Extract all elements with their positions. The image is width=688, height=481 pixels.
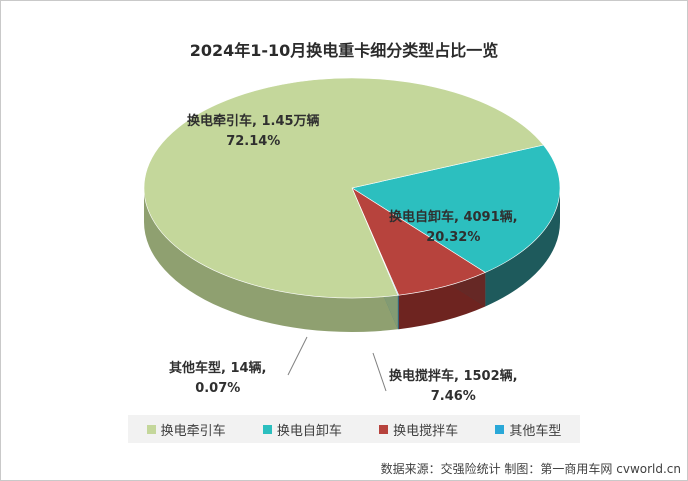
legend-swatch [379,424,389,434]
label-tractor-count: 换电牵引车, 1.45万辆 [187,114,320,129]
leader-line-other [287,336,308,376]
label-mixer: 换电搅拌车, 1502辆, 7.46% [389,367,518,407]
legend-item-tractor: 换电牵引车 [146,420,226,439]
leader-line-mixer [372,352,387,392]
slice-换电牵引车 [143,77,545,299]
legend-label: 换电搅拌车 [393,423,459,439]
label-dump-pct: 20.32% [426,230,481,245]
slice-side-0 [144,188,398,332]
label-dump-count: 换电自卸车, 4091辆, [389,210,518,225]
label-tractor: 换电牵引车, 1.45万辆 72.14% [187,112,320,152]
legend-label: 换电牵引车 [160,423,226,439]
slice-换电自卸车 [351,144,561,273]
label-mixer-count: 换电搅拌车, 1502辆, [389,369,518,384]
label-other-count: 其他车型, 14辆, [169,361,267,376]
label-tractor-pct: 72.14% [226,134,281,149]
legend-swatch [146,424,156,434]
legend-label: 换电自卸车 [276,423,342,439]
label-other-pct: 0.07% [195,381,241,396]
label-other: 其他车型, 14辆, 0.07% [169,359,267,399]
slice-换电搅拌车 [351,187,486,296]
slice-side-1 [485,188,560,307]
legend: 换电牵引车 换电自卸车 换电搅拌车 其他车型 [128,415,580,443]
source-note: 数据来源：交强险统计 制图：第一商用车网 cvworld.cn [380,462,681,476]
chart-title: 2024年1-10月换电重卡细分类型占比一览 [189,41,499,60]
legend-swatch [495,424,505,434]
legend-item-mixer: 换电搅拌车 [379,420,458,439]
legend-item-other: 其他车型 [495,420,561,439]
legend-swatch [262,424,272,434]
label-mixer-pct: 7.46% [430,389,476,404]
legend-item-dump: 换电自卸车 [262,420,342,439]
label-dump: 换电自卸车, 4091辆, 20.32% [389,208,518,248]
legend-label: 其他车型 [509,423,562,439]
